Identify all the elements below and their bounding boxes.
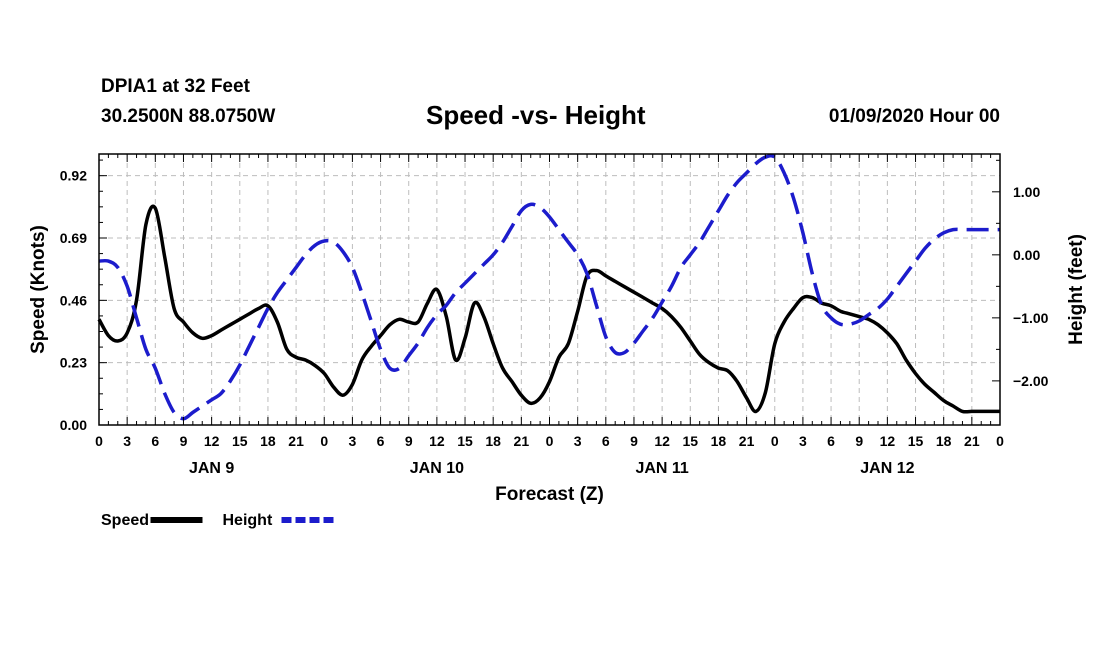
x-tick-label: 0: [320, 433, 328, 449]
x-tick-label: 0: [95, 433, 103, 449]
y-left-axis-title: Speed (Knots): [28, 225, 49, 354]
x-tick-label: 6: [151, 433, 159, 449]
chart-title: Speed -vs- Height: [426, 100, 646, 130]
y-left-tick-label: 0.46: [60, 292, 87, 308]
x-tick-label: 21: [739, 433, 755, 449]
x-tick-label: 6: [377, 433, 385, 449]
x-tick-label: 9: [855, 433, 863, 449]
x-tick-label: 3: [349, 433, 357, 449]
station-label: DPIA1 at 32 Feet: [101, 76, 250, 97]
y-left-tick-label: 0.92: [60, 168, 87, 184]
x-tick-label: 0: [996, 433, 1004, 449]
x-tick-label: 12: [429, 433, 445, 449]
x-tick-label: 9: [405, 433, 413, 449]
height-series-line: [98, 153, 1000, 421]
x-tick-label: 6: [602, 433, 610, 449]
legend-label-height: Height: [223, 512, 273, 529]
x-tick-label: 12: [204, 433, 220, 449]
day-label: JAN 9: [189, 460, 234, 477]
x-tick-label: 0: [771, 433, 779, 449]
y-right-tick-label: 1.00: [1013, 184, 1040, 200]
x-tick-label: 0: [546, 433, 554, 449]
day-label: JAN 11: [635, 460, 688, 477]
y-left-tick-label: 0.00: [60, 417, 87, 433]
axis-layer: 0 3 6 9 12 15 18 21 0 3 6 9 12 15 18 21 0 3 6 9 12 15 18 21 0 3 6 9…: [28, 154, 1087, 505]
forecast-timestamp: 01/09/2020 Hour 00: [828, 106, 1000, 127]
speed-series-line: [97, 204, 1000, 414]
x-tick-label: 12: [880, 433, 896, 449]
x-tick-label: 21: [964, 433, 980, 449]
x-tick-label: 12: [654, 433, 670, 449]
x-tick-label: 6: [827, 433, 835, 449]
y-right-axis-title: Height (feet): [1066, 234, 1087, 345]
x-tick-label: 18: [711, 433, 727, 449]
grid-layer: [99, 154, 1000, 425]
x-tick-label: 18: [485, 433, 501, 449]
x-tick-label: 21: [288, 433, 304, 449]
y-right-tick-label: −1.00: [1013, 310, 1049, 326]
legend-label-speed: Speed: [101, 512, 149, 529]
x-tick-label: 9: [630, 433, 638, 449]
day-label: JAN 10: [410, 460, 464, 477]
x-tick-label: 15: [682, 433, 698, 449]
x-tick-label: 3: [574, 433, 582, 449]
x-tick-label: 15: [232, 433, 248, 449]
y-left-tick-label: 0.23: [60, 355, 87, 371]
x-tick-label: 21: [514, 433, 530, 449]
y-right-tick-label: −2.00: [1013, 373, 1049, 389]
x-tick-label: 3: [799, 433, 807, 449]
day-label: JAN 12: [860, 460, 914, 477]
x-tick-label: 3: [123, 433, 131, 449]
y-left-tick-label: 0.69: [60, 230, 87, 246]
x-tick-label: 18: [260, 433, 276, 449]
x-tick-label: 15: [457, 433, 473, 449]
x-tick-label: 9: [180, 433, 188, 449]
x-axis-title: Forecast (Z): [495, 484, 604, 505]
station-coordinates: 30.2500N 88.0750W: [101, 106, 276, 127]
y-right-tick-label: 0.00: [1013, 247, 1040, 263]
series-layer: [97, 153, 1000, 421]
x-tick-label: 15: [908, 433, 924, 449]
x-tick-label: 18: [936, 433, 952, 449]
legend: Speed Height: [101, 512, 334, 529]
